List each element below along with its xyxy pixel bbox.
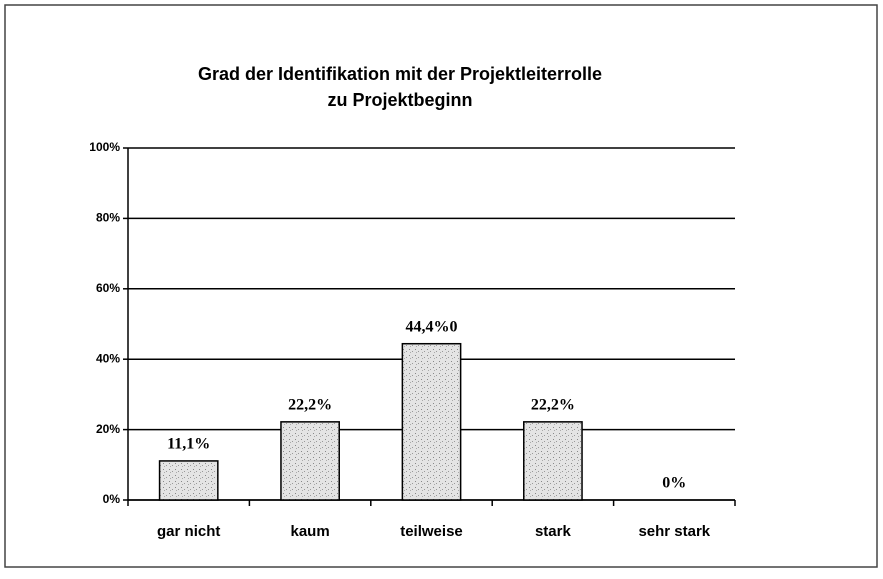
value-label: 0% <box>662 475 686 492</box>
bar <box>158 460 219 501</box>
value-label: 11,1% <box>167 436 210 453</box>
x-tick-label: stark <box>535 523 572 540</box>
y-tick-label: 80% <box>96 211 120 225</box>
y-tick-label: 60% <box>96 281 120 295</box>
y-tick-label: 40% <box>96 351 120 365</box>
x-tick-label: teilweise <box>400 523 463 540</box>
value-label: 22,2% <box>288 397 332 414</box>
x-tick-label: sehr stark <box>638 523 710 540</box>
frame <box>4 4 878 568</box>
chart-title: Grad der Identifikation mit der Projektl… <box>198 64 602 84</box>
chart-subtitle: zu Projektbeginn <box>327 90 472 110</box>
y-tick-label: 20% <box>96 422 120 436</box>
x-tick-label: kaum <box>291 523 330 540</box>
y-tick-label: 100% <box>89 140 120 154</box>
value-label: 44,4%0 <box>406 318 458 335</box>
bar <box>523 421 583 501</box>
bar <box>280 421 340 501</box>
bar <box>401 342 462 501</box>
value-label: 22,2% <box>531 397 575 414</box>
y-tick-label: 0% <box>103 492 121 506</box>
x-tick-label: gar nicht <box>157 523 220 540</box>
